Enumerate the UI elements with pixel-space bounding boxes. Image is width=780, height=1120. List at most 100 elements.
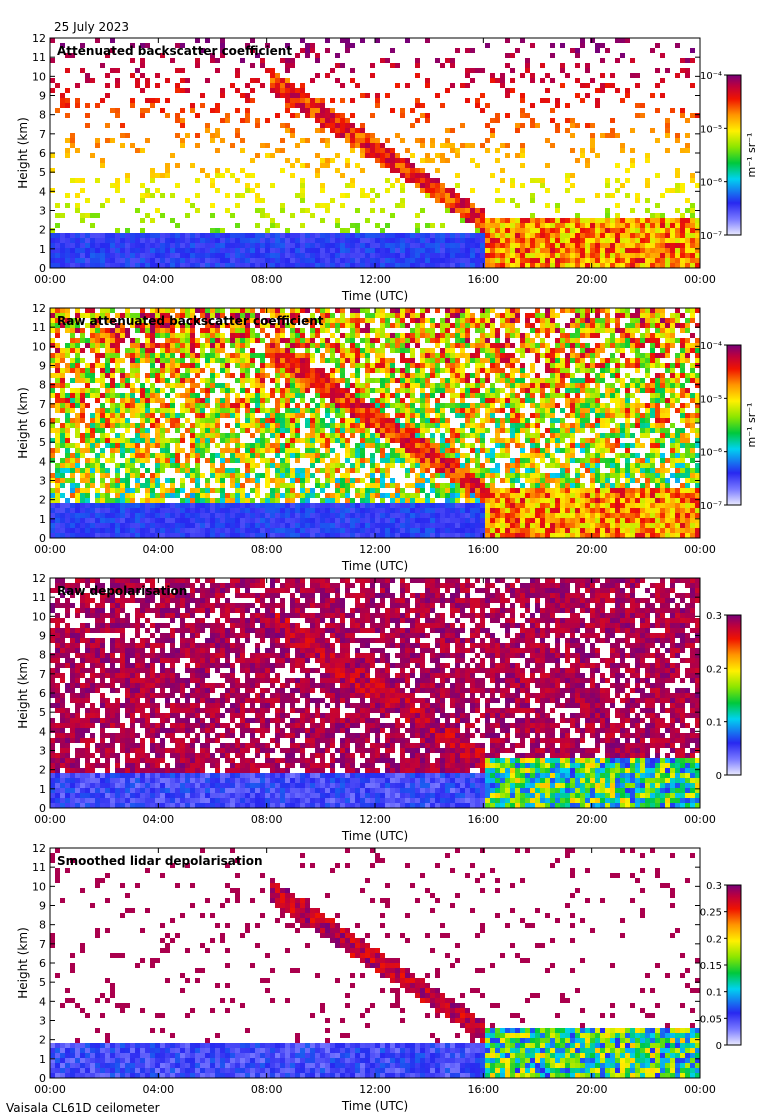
y-tick-label: 4	[39, 995, 46, 1008]
y-tick-label: 2	[39, 494, 46, 507]
y-tick-label: 3	[39, 475, 46, 488]
y-tick-label: 10	[32, 70, 46, 83]
y-tick-label: 6	[39, 957, 46, 970]
instrument-label: Vaisala CL61D ceilometer	[6, 1101, 160, 1115]
panel-title: Attenuated backscatter coefficient	[57, 44, 292, 58]
y-tick-label: 6	[39, 147, 46, 160]
colorbar-tick-label: 0.3	[706, 611, 722, 622]
date-label: 25 July 2023	[54, 20, 130, 34]
y-tick-label: 5	[39, 436, 46, 449]
colorbar-unit-label: m⁻¹ sr⁻¹	[745, 133, 758, 178]
y-tick-label: 8	[39, 919, 46, 932]
colorbar-tick-label: 0.2	[706, 664, 722, 675]
y-tick-label: 10	[32, 340, 46, 353]
heatmap-cells	[50, 308, 700, 538]
x-axis-label: Time (UTC)	[341, 829, 408, 843]
colorbar	[726, 884, 742, 1046]
y-tick-label: 3	[39, 745, 46, 758]
y-axis-label: Height (km)	[16, 387, 30, 458]
y-tick-label: 0	[39, 1072, 46, 1085]
colorbar-tick-label: 0.1	[706, 718, 722, 729]
x-tick-label: 08:00	[251, 273, 283, 286]
x-tick-label: 20:00	[576, 273, 608, 286]
y-tick-label: 5	[39, 706, 46, 719]
y-tick-label: 11	[32, 321, 46, 334]
y-axis-label: Height (km)	[16, 927, 30, 998]
colorbar-tick-label: 0	[716, 1041, 722, 1052]
y-tick-label: 4	[39, 455, 46, 468]
colorbar-tick-label: 10⁻⁴	[700, 341, 722, 352]
x-tick-label: 08:00	[251, 1083, 283, 1096]
heatmap-cells	[50, 848, 700, 1078]
heatmap-cells	[50, 578, 700, 808]
x-axis-label: Time (UTC)	[341, 289, 408, 303]
x-tick-label: 00:00	[684, 813, 716, 826]
y-tick-label: 2	[39, 224, 46, 237]
colorbar-tick-label: 10⁻⁵	[700, 394, 722, 405]
y-tick-label: 10	[32, 880, 46, 893]
colorbar-tick-label: 10⁻⁶	[700, 178, 722, 189]
y-tick-label: 1	[39, 513, 46, 526]
y-tick-label: 7	[39, 668, 46, 681]
y-tick-label: 12	[32, 302, 46, 315]
y-tick-label: 2	[39, 764, 46, 777]
x-tick-label: 16:00	[467, 273, 499, 286]
y-tick-label: 12	[32, 842, 46, 855]
colorbar-tick-label: 10⁻⁶	[700, 448, 722, 459]
x-tick-label: 16:00	[467, 543, 499, 556]
colorbar-tick-label: 0.1	[706, 988, 722, 999]
colorbar-tick-label: 10⁻⁷	[700, 231, 722, 242]
y-tick-label: 2	[39, 1034, 46, 1047]
x-tick-label: 04:00	[142, 543, 174, 556]
y-tick-label: 11	[32, 591, 46, 604]
y-tick-label: 8	[39, 379, 46, 392]
x-tick-label: 00:00	[34, 273, 66, 286]
y-tick-label: 3	[39, 1015, 46, 1028]
x-tick-label: 20:00	[576, 543, 608, 556]
panel-2: Raw attenuated backscatter coefficient 0 1…	[16, 302, 758, 573]
y-tick-label: 0	[39, 802, 46, 815]
colorbar-tick-label: 10⁻⁵	[700, 124, 722, 135]
colorbar	[726, 614, 742, 776]
y-tick-label: 1	[39, 243, 46, 256]
colorbar-tick-label: 10⁻⁴	[700, 71, 722, 82]
y-axis-label: Height (km)	[16, 657, 30, 728]
colorbar-tick-label: 0.05	[700, 1014, 722, 1025]
x-tick-label: 04:00	[142, 273, 174, 286]
y-tick-label: 1	[39, 783, 46, 796]
y-tick-label: 1	[39, 1053, 46, 1066]
x-tick-label: 00:00	[34, 543, 66, 556]
heatmap-cells	[50, 38, 700, 268]
x-tick-label: 20:00	[576, 813, 608, 826]
y-tick-label: 11	[32, 861, 46, 874]
panel-4: Smoothed lidar depolarisation01234567891…	[16, 842, 742, 1113]
y-tick-label: 3	[39, 205, 46, 218]
panel-1: Attenuated backscatter coefficient012345…	[16, 32, 758, 303]
y-tick-label: 9	[39, 900, 46, 913]
y-tick-label: 9	[39, 360, 46, 373]
colorbar-tick-label: 0.2	[706, 934, 722, 945]
x-tick-label: 16:00	[467, 813, 499, 826]
y-tick-label: 8	[39, 109, 46, 122]
x-tick-label: 04:00	[142, 813, 174, 826]
y-tick-label: 7	[39, 398, 46, 411]
panel-title: Raw attenuated backscatter coefficient	[57, 314, 324, 328]
y-tick-label: 10	[32, 610, 46, 623]
x-axis-label: Time (UTC)	[341, 559, 408, 573]
y-tick-label: 8	[39, 649, 46, 662]
x-tick-label: 00:00	[34, 813, 66, 826]
y-tick-label: 12	[32, 572, 46, 585]
panel-title: Smoothed lidar depolarisation	[57, 854, 263, 868]
x-tick-label: 12:00	[359, 273, 391, 286]
x-tick-label: 00:00	[684, 1083, 716, 1096]
x-tick-label: 16:00	[467, 1083, 499, 1096]
y-tick-label: 12	[32, 32, 46, 45]
colorbar-unit-label: m⁻¹ sr⁻¹	[745, 403, 758, 448]
colorbar-tick-label: 10⁻⁷	[700, 501, 722, 512]
colorbar-tick-label: 0.15	[700, 961, 722, 972]
x-axis-label: Time (UTC)	[341, 1099, 408, 1113]
x-tick-label: 00:00	[34, 1083, 66, 1096]
y-tick-label: 5	[39, 166, 46, 179]
